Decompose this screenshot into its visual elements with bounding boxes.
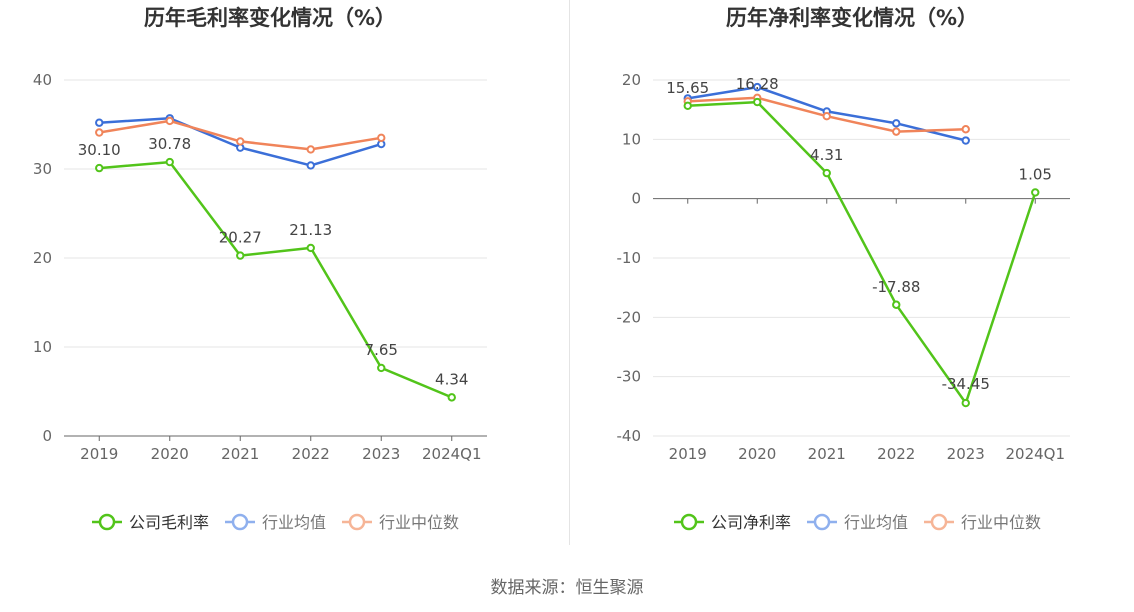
data-point xyxy=(892,119,901,128)
data-point xyxy=(236,137,245,146)
data-point xyxy=(892,127,901,136)
legend-label: 行业中位数 xyxy=(961,513,1041,532)
legend-label: 行业均值 xyxy=(844,513,908,532)
data-label: 15.65 xyxy=(666,79,709,97)
legend-marker xyxy=(231,513,249,531)
data-label: 1.05 xyxy=(1019,165,1052,183)
data-point xyxy=(961,136,970,145)
data-point xyxy=(753,97,762,107)
data-label: 4.31 xyxy=(810,146,843,164)
panel-divider xyxy=(569,0,570,545)
y-tick-label: -20 xyxy=(617,308,642,326)
y-tick-label: 0 xyxy=(631,190,641,208)
data-point xyxy=(236,251,245,260)
data-label: -34.45 xyxy=(942,375,990,393)
x-tick-label: 2023 xyxy=(362,445,400,463)
data-point xyxy=(165,116,174,126)
y-tick-label: 20 xyxy=(33,249,52,267)
series-line-公司净利率 xyxy=(687,100,1037,405)
chart-title: 历年净利率变化情况（%） xyxy=(726,6,978,30)
data-label: 30.10 xyxy=(78,141,121,159)
x-tick-label: 2024Q1 xyxy=(422,445,482,463)
x-tick-label: 2021 xyxy=(221,445,259,463)
y-tick-label: -40 xyxy=(617,427,642,445)
data-label: 7.65 xyxy=(365,341,398,359)
data-point xyxy=(377,133,386,143)
data-point xyxy=(822,111,831,121)
y-tick-label: 30 xyxy=(33,160,52,178)
x-tick-label: 2021 xyxy=(808,445,846,463)
data-point xyxy=(961,398,970,408)
data-label: 21.13 xyxy=(289,221,332,239)
x-tick-label: 2024Q1 xyxy=(1005,445,1065,463)
x-tick-label: 2022 xyxy=(877,445,915,463)
legend-marker xyxy=(813,513,831,531)
legend-label: 行业均值 xyxy=(262,513,326,532)
data-label: 16.28 xyxy=(736,75,779,93)
data-point xyxy=(822,168,831,178)
data-point xyxy=(683,101,692,111)
legend-label: 行业中位数 xyxy=(379,513,459,532)
data-point xyxy=(95,128,104,137)
x-tick-label: 2019 xyxy=(80,445,118,463)
x-tick-label: 2020 xyxy=(151,445,189,463)
data-label: -17.88 xyxy=(872,278,920,296)
y-tick-label: 0 xyxy=(42,427,52,445)
data-point xyxy=(892,300,901,309)
legend-marker xyxy=(98,513,116,531)
legend-marker xyxy=(680,513,698,531)
y-tick-label: -10 xyxy=(617,249,642,267)
x-tick-label: 2020 xyxy=(738,445,776,463)
x-tick-label: 2019 xyxy=(669,445,707,463)
legend-marker xyxy=(348,513,366,531)
series-line-公司毛利率 xyxy=(99,160,453,399)
data-point xyxy=(961,125,970,134)
legend-marker xyxy=(930,513,948,531)
data-point xyxy=(95,163,104,173)
data-point xyxy=(753,82,762,92)
data-label: 4.34 xyxy=(435,370,468,388)
y-tick-label: 10 xyxy=(622,130,641,148)
data-source-note: 数据来源：恒生聚源 xyxy=(490,578,644,598)
data-point xyxy=(165,157,174,167)
y-tick-label: 40 xyxy=(33,71,52,89)
data-label: 30.78 xyxy=(148,135,191,153)
x-tick-label: 2022 xyxy=(292,445,330,463)
chart-title: 历年毛利率变化情况（%） xyxy=(144,6,396,30)
y-tick-label: 10 xyxy=(33,338,52,356)
data-point xyxy=(377,363,386,373)
data-point xyxy=(306,161,315,170)
legend-label: 公司毛利率 xyxy=(129,513,209,532)
x-tick-label: 2023 xyxy=(947,445,985,463)
y-tick-label: -30 xyxy=(617,368,642,386)
data-point xyxy=(306,243,315,253)
data-point xyxy=(306,145,315,154)
data-point xyxy=(1031,188,1040,197)
data-point xyxy=(447,393,456,402)
legend-label: 公司净利率 xyxy=(711,513,791,532)
y-tick-label: 20 xyxy=(622,71,641,89)
data-label: 20.27 xyxy=(219,229,262,247)
data-point xyxy=(95,118,104,127)
